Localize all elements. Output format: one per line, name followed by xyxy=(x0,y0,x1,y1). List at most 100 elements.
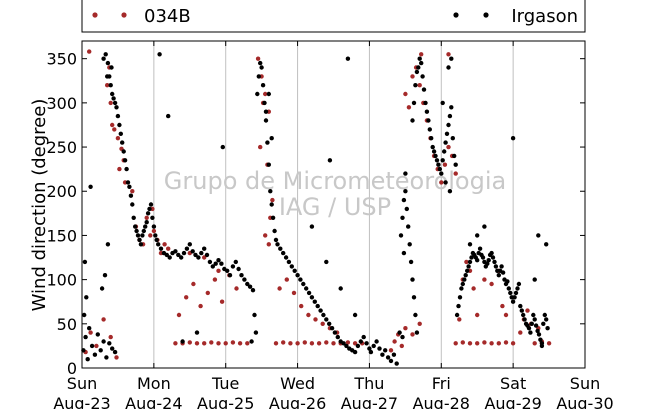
data-point xyxy=(120,140,125,145)
data-point xyxy=(265,140,270,145)
data-point xyxy=(125,180,131,185)
data-point xyxy=(489,281,494,287)
data-point xyxy=(398,233,404,238)
data-point xyxy=(430,144,435,150)
data-point xyxy=(140,233,145,238)
data-point xyxy=(273,237,279,243)
data-point xyxy=(399,343,404,349)
data-point xyxy=(489,250,494,256)
data-point xyxy=(259,65,264,70)
data-point xyxy=(237,341,243,346)
data-point xyxy=(480,255,486,260)
data-point xyxy=(220,144,225,150)
data-point xyxy=(117,166,122,172)
data-point xyxy=(107,341,112,346)
data-point xyxy=(544,317,549,322)
data-point xyxy=(338,286,343,291)
data-point xyxy=(475,233,480,238)
data-point xyxy=(403,171,408,176)
data-point xyxy=(266,162,271,167)
watermark-line-2: IAG / USP xyxy=(279,193,391,221)
data-point xyxy=(327,158,333,163)
data-point xyxy=(204,252,210,258)
data-point xyxy=(355,343,361,349)
data-point xyxy=(499,264,504,269)
data-point xyxy=(157,52,162,57)
data-point xyxy=(110,122,115,128)
data-point xyxy=(95,332,101,337)
data-point xyxy=(269,136,274,141)
data-point xyxy=(239,273,244,278)
data-point xyxy=(414,330,420,335)
data-point xyxy=(332,330,338,335)
data-point xyxy=(440,158,445,163)
data-point xyxy=(230,264,236,269)
data-point xyxy=(388,358,394,364)
data-point xyxy=(87,49,92,54)
data-point xyxy=(242,277,247,282)
data-point xyxy=(312,299,317,304)
data-point xyxy=(148,202,154,207)
data-point xyxy=(236,266,241,272)
data-point xyxy=(277,286,282,291)
x-tick-label-day: Thu xyxy=(353,374,384,393)
data-point xyxy=(101,56,106,61)
data-point xyxy=(184,295,189,300)
data-point xyxy=(431,149,437,154)
data-point xyxy=(313,317,318,322)
data-point xyxy=(190,249,195,254)
y-axis-title: Wind direction (degree) xyxy=(29,99,50,312)
data-point xyxy=(266,91,271,97)
data-point xyxy=(110,346,115,351)
data-point xyxy=(463,273,468,278)
x-tick-label-date: Aug-29 xyxy=(484,394,541,409)
data-point xyxy=(408,259,414,265)
data-point xyxy=(416,65,421,70)
x-tick-label-date: Aug-23 xyxy=(53,394,110,409)
data-point xyxy=(519,308,524,313)
data-point xyxy=(207,259,213,265)
data-point xyxy=(130,202,135,207)
data-point xyxy=(212,277,218,282)
data-point xyxy=(154,237,159,243)
data-point xyxy=(249,339,254,344)
data-point xyxy=(187,340,192,345)
data-point xyxy=(513,290,519,296)
data-point xyxy=(401,250,407,256)
data-point xyxy=(281,340,286,345)
data-point xyxy=(454,312,460,318)
data-point xyxy=(309,341,315,346)
data-point xyxy=(447,113,453,119)
data-point xyxy=(286,259,292,265)
data-point xyxy=(272,228,277,234)
data-point xyxy=(482,340,487,345)
x-axis: SunAug-23MonAug-24TueAug-25WedAug-26ThuA… xyxy=(53,41,614,409)
data-point xyxy=(526,326,532,331)
data-point xyxy=(147,206,152,212)
data-point xyxy=(205,290,210,296)
data-point xyxy=(443,180,448,185)
data-point xyxy=(482,224,487,229)
data-point xyxy=(532,277,537,282)
data-point xyxy=(419,52,424,57)
data-point xyxy=(102,273,108,278)
data-point xyxy=(179,255,184,260)
data-point xyxy=(344,343,349,349)
data-point xyxy=(302,340,307,345)
data-point xyxy=(151,224,157,229)
data-point xyxy=(256,74,261,79)
data-point xyxy=(114,355,119,360)
data-point xyxy=(105,83,110,88)
data-point xyxy=(457,295,463,300)
series-1 xyxy=(81,52,550,366)
data-point xyxy=(98,348,103,353)
data-point xyxy=(364,341,369,346)
data-point xyxy=(439,180,444,185)
data-point xyxy=(103,52,108,57)
data-point xyxy=(266,242,271,247)
data-point xyxy=(301,281,306,287)
data-point xyxy=(397,330,402,335)
data-point xyxy=(535,328,540,334)
data-point xyxy=(167,255,172,260)
data-point xyxy=(216,258,221,263)
